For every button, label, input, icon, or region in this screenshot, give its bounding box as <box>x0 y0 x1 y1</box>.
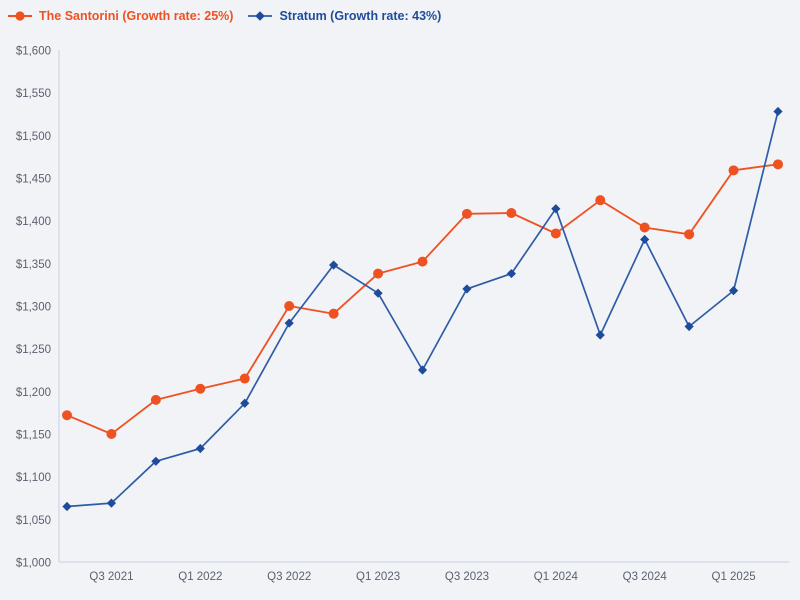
legend-item-stratum[interactable]: Stratum (Growth rate: 43%) <box>247 9 441 23</box>
data-point-diamond <box>373 288 383 298</box>
data-point-diamond <box>551 204 561 214</box>
santorini-circle-marker-icon <box>8 11 32 21</box>
x-tick-label: Q1 2023 <box>356 571 400 583</box>
data-point-circle <box>550 228 561 239</box>
y-tick-label: $1,500 <box>16 131 51 143</box>
x-tick-label: Q3 2024 <box>623 571 668 583</box>
x-tick-label: Q3 2021 <box>89 571 133 583</box>
stratum-diamond-marker-icon <box>248 11 273 21</box>
y-tick-label: $1,200 <box>16 387 51 399</box>
data-point-diamond <box>684 321 694 332</box>
data-point-circle <box>773 159 783 170</box>
data-point-diamond <box>240 398 250 408</box>
y-tick-label: $1,550 <box>16 88 51 100</box>
data-point-circle <box>195 383 206 394</box>
y-tick-label: $1,600 <box>16 46 51 58</box>
y-tick-label: $1,000 <box>16 558 51 570</box>
data-point-diamond <box>506 268 516 279</box>
data-point-circle <box>62 410 72 421</box>
series-line-0 <box>66 163 779 435</box>
data-point-circle <box>639 222 650 233</box>
legend-label-stratum: Stratum (Growth rate: 43%) <box>279 9 442 23</box>
data-point-diamond <box>284 318 294 328</box>
x-tick-label: Q1 2022 <box>178 571 222 583</box>
x-tick-label: Q3 2022 <box>267 571 311 583</box>
y-tick-label: $1,100 <box>16 472 51 484</box>
data-point-diamond <box>640 234 650 245</box>
data-point-diamond <box>728 286 739 296</box>
data-point-circle <box>106 429 117 439</box>
y-tick-label: $1,250 <box>16 344 51 356</box>
y-tick-label: $1,300 <box>16 302 51 314</box>
data-point-circle <box>150 394 161 405</box>
data-point-diamond <box>417 365 428 375</box>
y-tick-label: $1,150 <box>16 430 51 442</box>
data-point-diamond <box>151 456 161 466</box>
data-point-circle <box>328 308 339 319</box>
data-point-circle <box>284 301 295 311</box>
data-point-diamond <box>329 260 339 270</box>
chart-legend: The Santorini (Growth rate: 25%) Stratum… <box>7 9 441 23</box>
x-tick-label: Q1 2024 <box>534 571 579 583</box>
data-point-diamond <box>62 501 72 512</box>
y-tick-label: $1,400 <box>16 216 51 228</box>
data-point-circle <box>595 195 606 206</box>
x-tick-label: Q3 2023 <box>445 571 489 583</box>
data-point-circle <box>239 373 250 384</box>
data-point-circle <box>461 208 472 219</box>
data-point-circle <box>417 256 428 267</box>
x-tick-label: Q1 2025 <box>712 571 756 583</box>
data-point-diamond <box>462 284 472 294</box>
legend-label-santorini: The Santorini (Growth rate: 25%) <box>39 9 234 23</box>
data-point-diamond <box>195 443 205 454</box>
data-point-circle <box>684 229 695 240</box>
y-tick-label: $1,050 <box>16 515 51 527</box>
data-point-diamond <box>106 498 117 508</box>
y-tick-label: $1,350 <box>16 259 51 271</box>
data-point-diamond <box>773 106 783 117</box>
data-point-circle <box>373 268 384 279</box>
legend-item-the-santorini[interactable]: The Santorini (Growth rate: 25%) <box>7 9 233 23</box>
y-tick-label: $1,450 <box>16 174 51 186</box>
data-point-diamond <box>595 330 605 340</box>
data-point-circle <box>506 207 517 218</box>
series-line-1 <box>66 110 779 508</box>
data-point-circle <box>728 165 739 176</box>
